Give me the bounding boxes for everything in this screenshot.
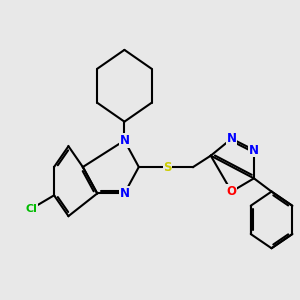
Text: Cl: Cl (26, 204, 38, 214)
Text: N: N (119, 134, 129, 147)
Text: N: N (226, 132, 236, 145)
Text: O: O (226, 185, 236, 198)
Text: S: S (163, 160, 172, 173)
Text: N: N (249, 143, 259, 157)
Text: N: N (119, 187, 129, 200)
